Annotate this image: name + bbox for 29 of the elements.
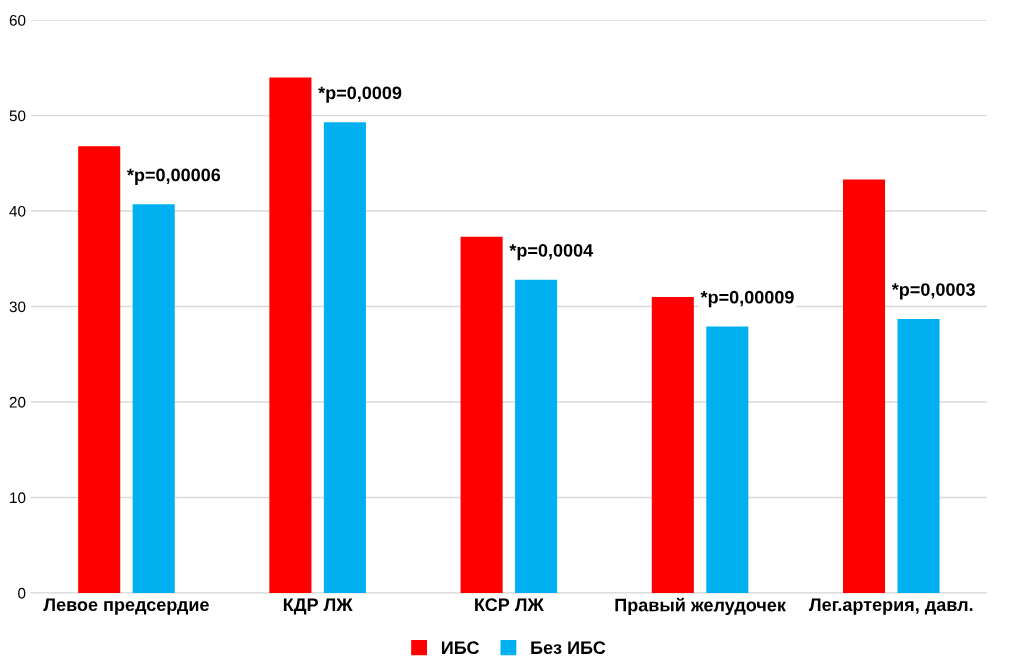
- bar: [897, 318, 940, 593]
- x-tick-label: Левое предсердие: [43, 598, 209, 615]
- bar: [515, 279, 558, 593]
- annotation: *p=0,0009: [318, 86, 402, 103]
- bar: [843, 179, 886, 593]
- bar: [706, 326, 749, 593]
- y-tick-label: 10: [10, 492, 26, 504]
- bar: [460, 236, 503, 593]
- y-tick-label: 60: [9, 14, 26, 26]
- legend-label: Без ИБС: [531, 641, 606, 655]
- annotation: *p=0,00009: [700, 290, 794, 308]
- bar: [78, 146, 121, 593]
- bar: [269, 77, 312, 593]
- x-tick-label: Правый желудочек: [615, 597, 786, 615]
- y-tick-label: 0: [18, 587, 26, 599]
- x-tick-label: Лег.артерия, давл.: [809, 598, 973, 615]
- legend-label: ИБС: [441, 641, 480, 655]
- x-tick-label: КСР ЛЖ: [475, 598, 544, 612]
- y-tick-label: 30: [9, 301, 26, 313]
- annotation: *p=0,0003: [891, 283, 975, 300]
- bar: [132, 204, 175, 593]
- bar: [323, 122, 366, 593]
- annotation: *p=0,00006: [126, 168, 221, 185]
- x-tick-label: КДР ЛЖ: [283, 598, 353, 615]
- annotation: *p=0,0004: [509, 243, 594, 261]
- bar: [651, 296, 694, 593]
- y-tick-label: 40: [9, 205, 26, 217]
- y-tick-label: 20: [9, 396, 26, 408]
- y-tick-label: 50: [9, 110, 26, 122]
